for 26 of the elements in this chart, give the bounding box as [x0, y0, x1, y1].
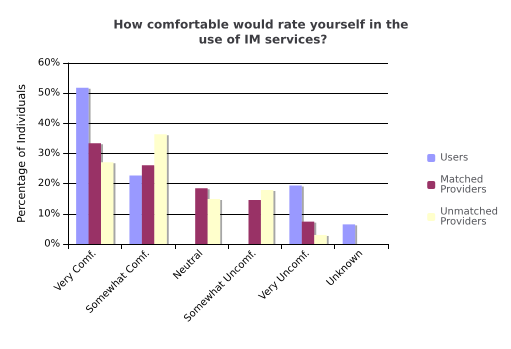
legend-label: Unmatched Providers	[440, 206, 498, 228]
bar	[342, 224, 356, 244]
bar	[76, 88, 89, 244]
bar	[88, 143, 101, 244]
bar	[248, 200, 261, 244]
bar	[260, 190, 274, 244]
bar	[314, 234, 327, 244]
y-axis-title: Percentage of Individuals	[15, 84, 28, 223]
legend-label: Users	[440, 152, 468, 164]
y-tick-label: 20%	[38, 178, 60, 190]
y-tick-label: 10%	[38, 208, 60, 220]
y-tick-label: 50%	[38, 88, 60, 99]
y-tick-label: 0%	[44, 238, 60, 250]
legend-label: Matched Providers	[440, 174, 487, 196]
bar	[142, 165, 154, 244]
y-tick-label: 60%	[38, 58, 60, 68]
y-tick-label: 40%	[38, 118, 60, 129]
bar	[195, 188, 208, 244]
bar	[302, 222, 314, 244]
bar	[154, 134, 167, 244]
bar	[208, 199, 220, 244]
bar	[129, 176, 142, 244]
chart-title: How comfortable would rate yourself in the use of IM services?	[113, 18, 413, 46]
bar	[101, 162, 114, 244]
bar	[289, 185, 302, 244]
y-tick-label: 30%	[38, 148, 60, 159]
